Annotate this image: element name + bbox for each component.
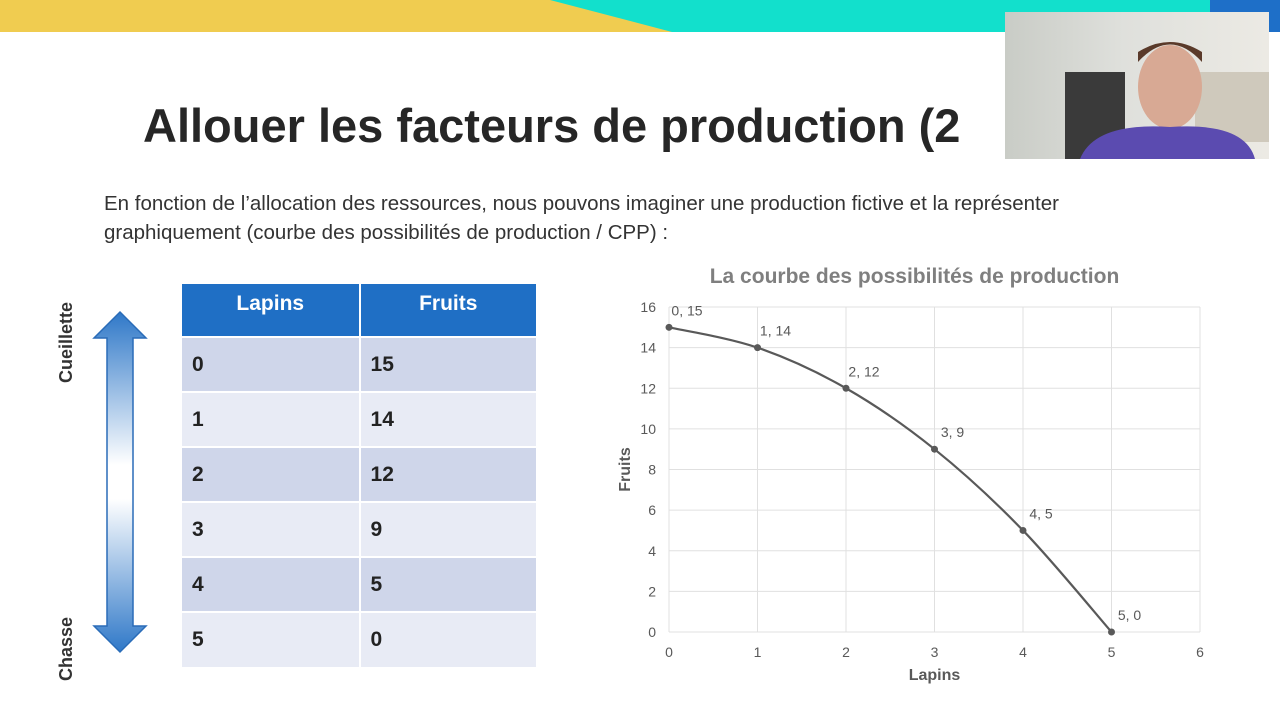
x-tick-label: 3 (931, 644, 939, 660)
x-tick-label: 1 (754, 644, 762, 660)
cell-fruits: 15 (359, 336, 539, 392)
data-label: 3, 9 (941, 424, 965, 440)
cell-fruits: 9 (359, 501, 539, 557)
y-tick-label: 2 (648, 583, 656, 599)
column-header-fruits: Fruits (359, 284, 539, 337)
y-tick-label: 10 (640, 421, 656, 437)
cell-lapins: 2 (182, 446, 361, 502)
data-label: 1, 14 (760, 323, 791, 339)
column-header-lapins: Lapins (182, 284, 361, 337)
cell-lapins: 0 (182, 336, 361, 392)
y-tick-label: 8 (648, 462, 656, 478)
y-tick-label: 16 (640, 299, 656, 315)
data-point (665, 323, 673, 331)
presenter-icon (1065, 42, 1269, 159)
table-row: 0 15 (182, 336, 539, 392)
data-point (842, 384, 850, 392)
webcam-video-feed (1005, 12, 1269, 159)
cell-fruits: 12 (359, 446, 539, 502)
data-point (1108, 628, 1115, 636)
x-tick-label: 6 (1196, 644, 1204, 660)
cell-lapins: 4 (182, 556, 361, 612)
x-tick-label: 4 (1019, 644, 1027, 660)
cell-fruits: 5 (359, 556, 539, 612)
table-row: 2 12 (182, 446, 539, 502)
data-label: 5, 0 (1118, 607, 1142, 623)
data-label: 0, 15 (671, 302, 702, 318)
cell-lapins: 5 (182, 611, 361, 667)
arrow-top-label: Cueillette (56, 301, 76, 383)
double-arrow-icon (92, 310, 148, 654)
cell-lapins: 3 (182, 501, 361, 557)
production-table: Lapins Fruits 0 15 1 14 2 12 3 9 4 5 5 0 (182, 284, 539, 667)
slide-title: Allouer les facteurs de production (2 (143, 99, 961, 152)
y-tick-label: 14 (640, 340, 656, 356)
cell-lapins: 1 (182, 391, 361, 447)
table-row: 1 14 (182, 391, 539, 447)
intro-paragraph: En fonction de l’allocation des ressourc… (104, 192, 1059, 244)
ppf-curve (668, 326, 1113, 633)
y-tick-label: 4 (648, 543, 656, 559)
y-tick-label: 0 (648, 624, 656, 640)
y-tick-label: 6 (648, 502, 656, 518)
ppf-chart: La courbe des possibilités de production… (617, 265, 1204, 684)
y-tick-label: 12 (640, 380, 656, 396)
chart-title: La courbe des possibilités de production (710, 265, 1120, 288)
y-axis-label: Fruits (617, 447, 634, 492)
cell-fruits: 14 (359, 391, 539, 447)
data-label: 4, 5 (1029, 505, 1053, 521)
data-label: 2, 12 (848, 363, 879, 379)
data-point (931, 445, 938, 453)
x-tick-label: 2 (842, 644, 850, 660)
data-point (754, 344, 761, 352)
arrow-bottom-label: Chasse (56, 616, 76, 681)
cell-fruits: 0 (359, 611, 539, 667)
x-tick-label: 0 (665, 644, 673, 660)
data-point (1019, 526, 1027, 534)
x-axis-label: Lapins (909, 667, 961, 684)
x-tick-label: 5 (1108, 644, 1116, 660)
